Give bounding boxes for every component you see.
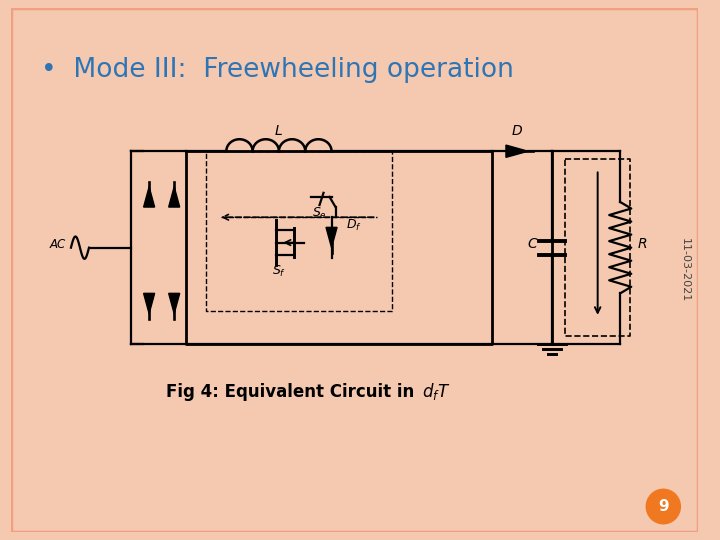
Circle shape bbox=[647, 489, 680, 524]
Text: C: C bbox=[527, 237, 537, 251]
Polygon shape bbox=[326, 227, 337, 248]
Text: AC: AC bbox=[50, 238, 66, 251]
Text: 11-03-2021: 11-03-2021 bbox=[680, 238, 689, 302]
Polygon shape bbox=[168, 187, 180, 207]
Text: $S_f$: $S_f$ bbox=[272, 264, 287, 279]
Polygon shape bbox=[168, 293, 180, 314]
Polygon shape bbox=[143, 293, 155, 314]
Text: $S_e$: $S_e$ bbox=[312, 206, 327, 221]
Text: D: D bbox=[512, 124, 522, 138]
Text: R: R bbox=[637, 237, 647, 251]
Text: L: L bbox=[275, 124, 283, 138]
Text: $d_f T$: $d_f T$ bbox=[422, 381, 450, 402]
Polygon shape bbox=[506, 145, 528, 157]
Text: Fig 4: Equivalent Circuit in: Fig 4: Equivalent Circuit in bbox=[166, 383, 420, 401]
Text: 9: 9 bbox=[658, 499, 669, 514]
Polygon shape bbox=[143, 187, 155, 207]
Text: $D_f$: $D_f$ bbox=[346, 218, 361, 233]
Text: •  Mode III:  Freewheeling operation: • Mode III: Freewheeling operation bbox=[41, 57, 514, 83]
